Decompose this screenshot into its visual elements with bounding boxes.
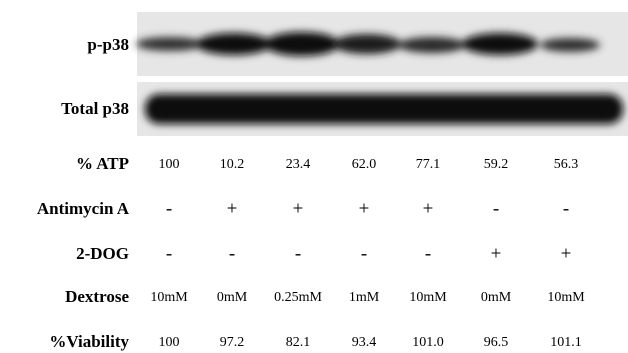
- cell: 1mM: [349, 290, 380, 305]
- cell: 0.25mM: [274, 290, 322, 305]
- row-label: 2-DOG: [76, 244, 129, 263]
- band: [462, 33, 538, 55]
- cell: -: [563, 198, 569, 219]
- band: [540, 38, 600, 52]
- cell: 101.0: [412, 335, 444, 350]
- cell: -: [166, 198, 172, 219]
- cell: +: [227, 198, 238, 219]
- cell: -: [493, 198, 499, 219]
- band: [264, 32, 340, 56]
- blot-label: p-p38: [87, 35, 129, 54]
- cell: 0mM: [481, 290, 512, 305]
- cell: 93.4: [352, 335, 377, 350]
- cell: +: [423, 198, 434, 219]
- cell: 62.0: [352, 157, 377, 172]
- cell: 77.1: [416, 157, 441, 172]
- figure: p-p38 Total p38 % ATP 100 10.2 23.4 62.0 77.1 59…: [0, 0, 628, 353]
- cell: 0mM: [217, 290, 248, 305]
- cell: 10.2: [220, 157, 245, 172]
- cell: 10mM: [150, 290, 188, 305]
- band: [398, 37, 466, 53]
- cell: -: [229, 243, 235, 264]
- blot-p-p38: [136, 12, 628, 76]
- cell: 59.2: [484, 157, 509, 172]
- cell: +: [293, 198, 304, 219]
- cell: -: [295, 243, 301, 264]
- cell: 10mM: [409, 290, 447, 305]
- cell: 23.4: [286, 157, 311, 172]
- band: [196, 33, 272, 55]
- row-label: Dextrose: [65, 287, 129, 306]
- band: [333, 34, 401, 54]
- blot-label: Total p38: [61, 99, 129, 118]
- band: [136, 37, 204, 51]
- cell: 10mM: [547, 290, 585, 305]
- cell: 82.1: [286, 335, 311, 350]
- cell: 101.1: [550, 335, 582, 350]
- cell: +: [561, 243, 572, 264]
- blot-total-p38: [137, 82, 628, 136]
- row-label: Antimycin A: [37, 199, 130, 218]
- cell: +: [491, 243, 502, 264]
- cell: 97.2: [220, 335, 245, 350]
- cell: 100: [159, 335, 180, 350]
- cell: 100: [159, 157, 180, 172]
- band: [145, 94, 623, 124]
- cell: 56.3: [554, 157, 579, 172]
- cell: -: [361, 243, 367, 264]
- cell: +: [359, 198, 370, 219]
- cell: -: [425, 243, 431, 264]
- row-label: %Viability: [49, 332, 129, 351]
- cell: 96.5: [484, 335, 509, 350]
- row-label: % ATP: [76, 154, 129, 173]
- cell: -: [166, 243, 172, 264]
